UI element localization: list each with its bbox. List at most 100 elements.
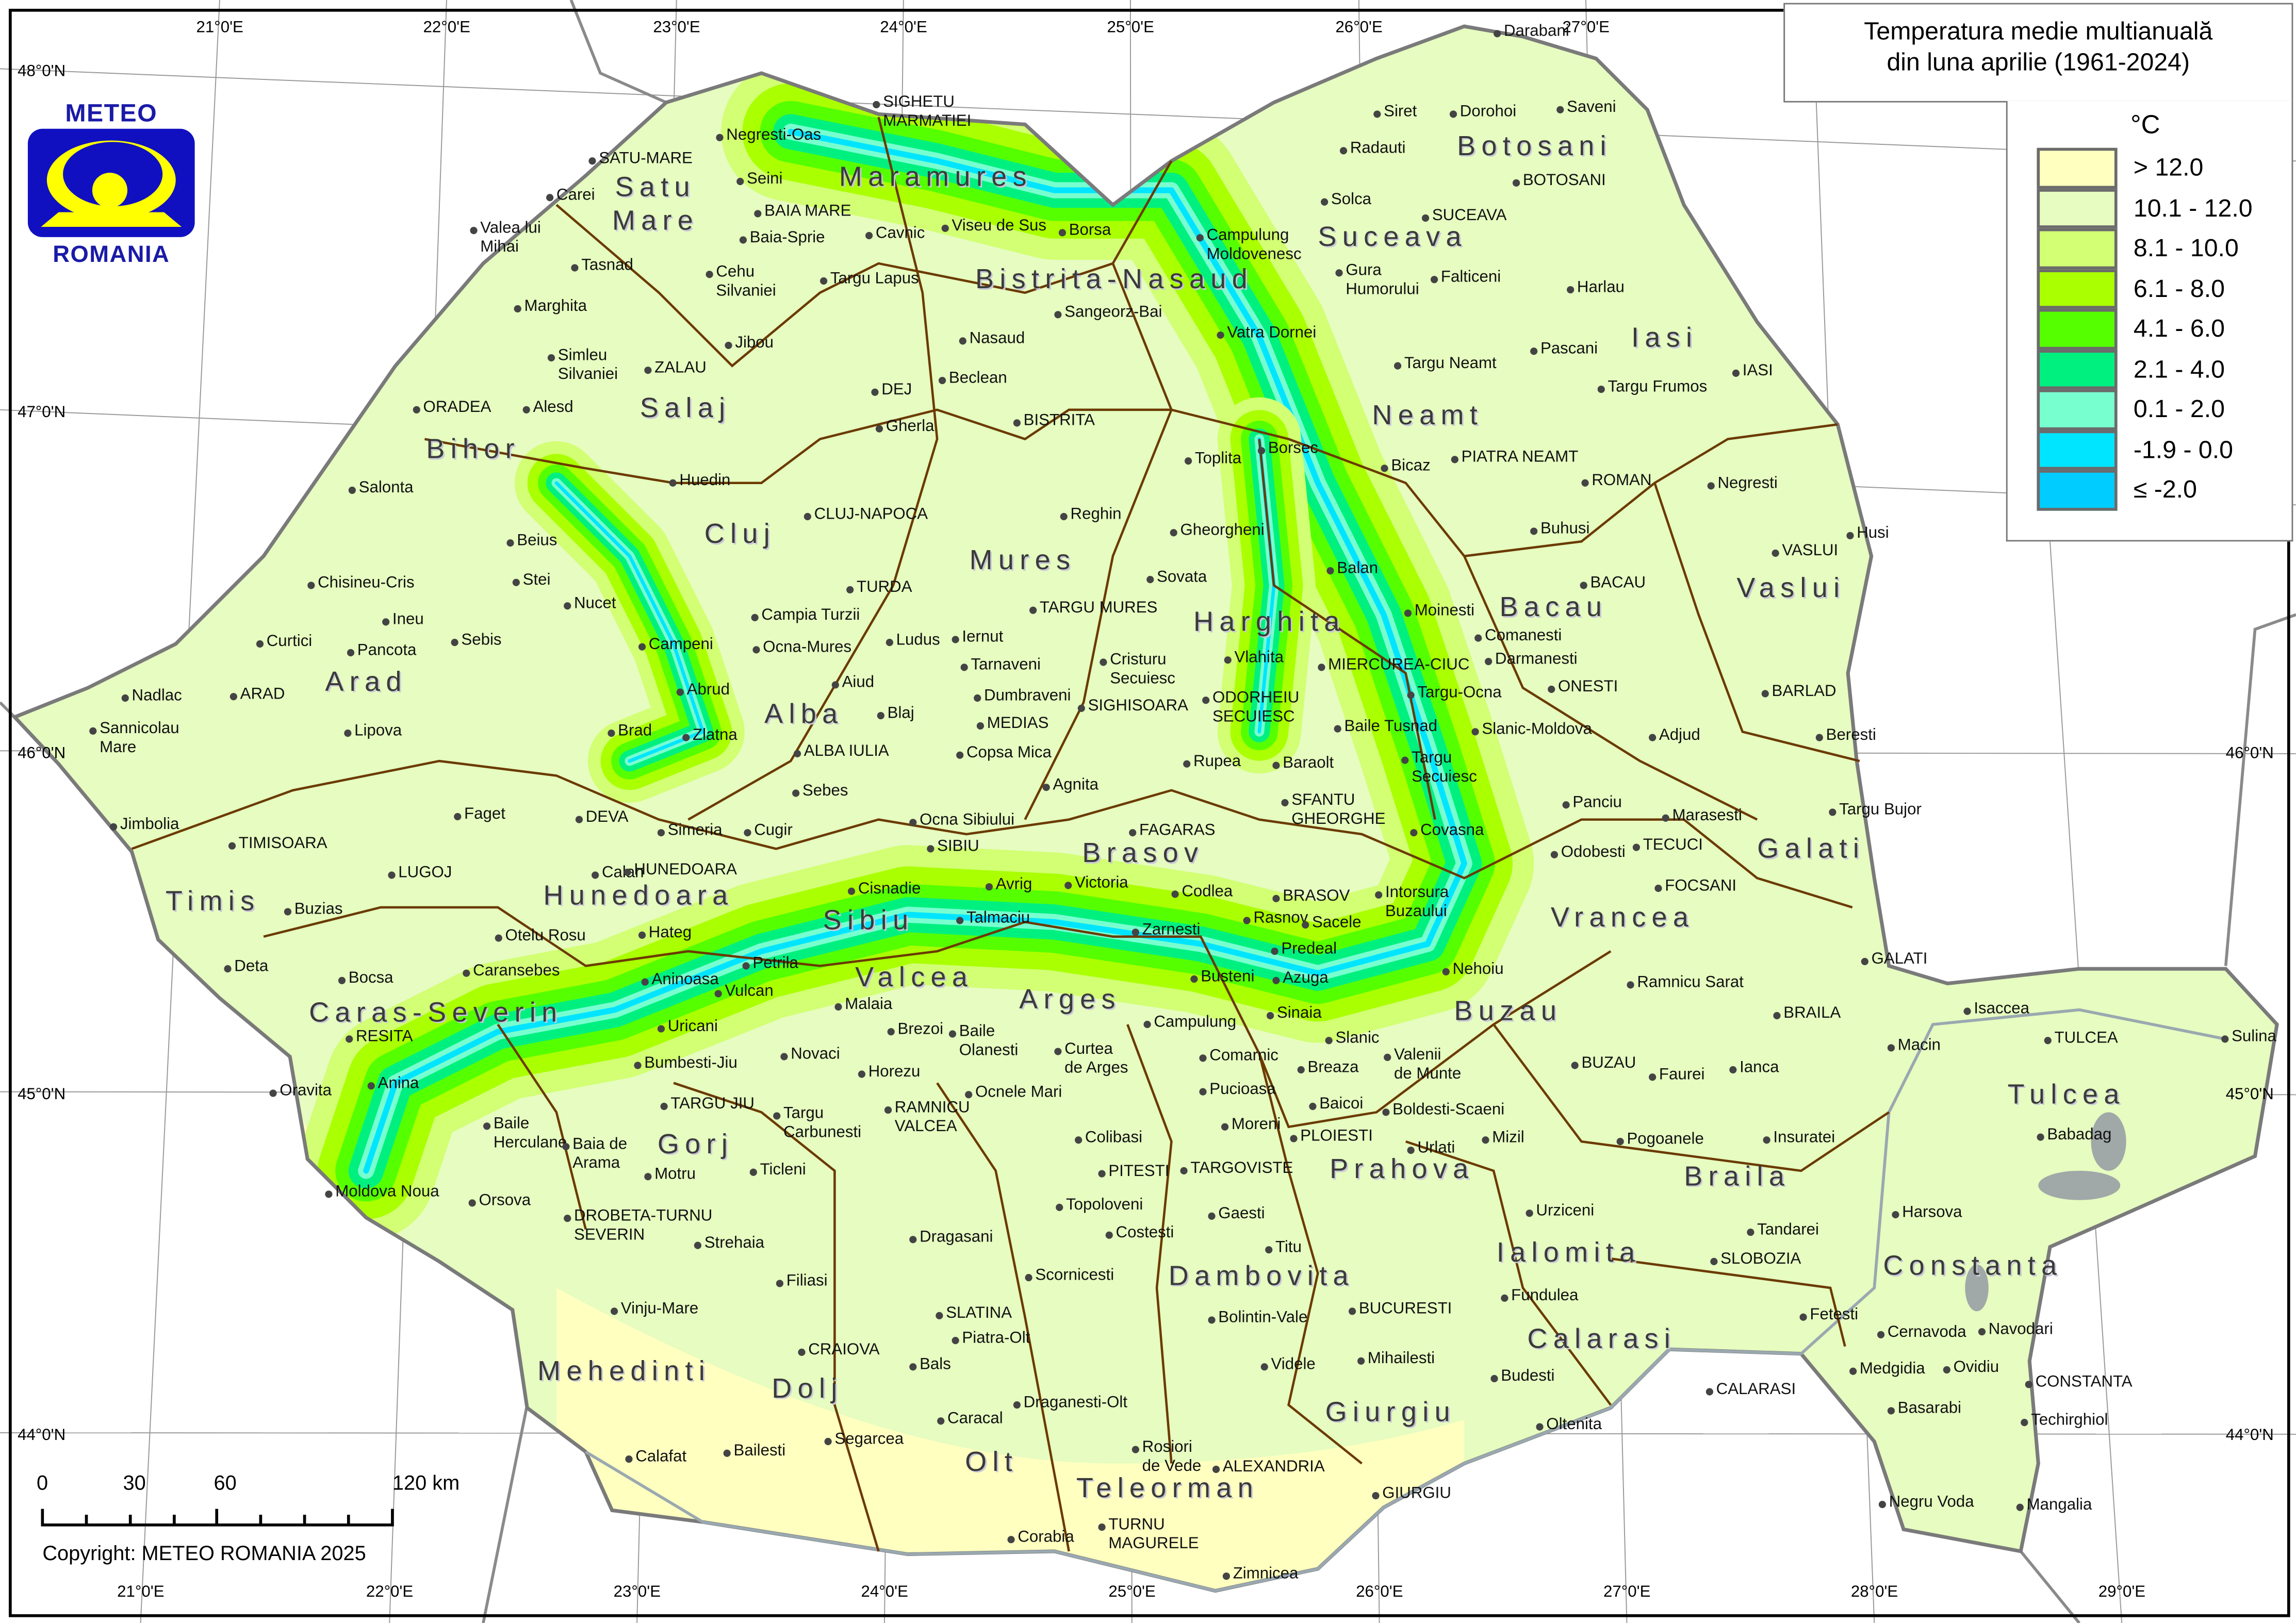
city-label: Rupea <box>1183 753 1241 772</box>
city-label: Comanesti <box>1474 627 1562 646</box>
city-label: TARGU JIU <box>660 1096 755 1115</box>
city-label: Reghin <box>1060 506 1122 525</box>
city-label: Macin <box>1887 1037 1941 1056</box>
longitude-label: 24°0'E <box>861 1583 908 1601</box>
county-label: Ialomita <box>1496 1238 1641 1269</box>
city-label: Targu Secuiesc <box>1401 749 1477 787</box>
city-label: SLOBOZIA <box>1710 1251 1801 1270</box>
city-label: Titu <box>1265 1239 1302 1258</box>
city-label: Calan <box>592 864 644 883</box>
city-label: Nucet <box>564 595 616 614</box>
city-label: Calafat <box>625 1448 686 1467</box>
legend-unit: °C <box>2130 109 2160 139</box>
county-label: Neamt <box>1372 401 1484 432</box>
city-label: Baicoi <box>1309 1096 1363 1115</box>
county-label: Mare <box>612 206 699 237</box>
city-label: Zimnicea <box>1222 1565 1298 1584</box>
county-label: Maramures <box>839 162 1032 193</box>
city-label: Codlea <box>1171 883 1233 902</box>
city-label: BUCURESTI <box>1349 1300 1452 1319</box>
city-label: Talmaciu <box>956 909 1030 929</box>
city-label: Negru Voda <box>1878 1494 1974 1513</box>
city-label: Nadlac <box>121 687 182 706</box>
city-label: Borsa <box>1058 222 1111 241</box>
city-label: Pancota <box>347 642 416 661</box>
city-label: TULCEA <box>2044 1030 2118 1049</box>
city-label: Insuratei <box>1763 1129 1835 1148</box>
city-label: TARGOVISTE <box>1180 1160 1293 1179</box>
city-label: MEDIAS <box>976 715 1048 734</box>
city-label: Balan <box>1326 560 1378 579</box>
legend-item: 0.1 - 2.0 <box>2037 389 2286 430</box>
city-label: Iernut <box>952 628 1003 648</box>
scale-label-30: 30 <box>123 1470 146 1495</box>
city-label: Seini <box>736 171 783 190</box>
city-label: ALEXANDRIA <box>1212 1459 1325 1478</box>
county-label: Bihor <box>426 435 520 466</box>
city-label: Targu-Ocna <box>1407 684 1502 703</box>
city-label: Sinaia <box>1267 1005 1322 1024</box>
city-label: IASI <box>1732 362 1773 382</box>
city-label: Baile Olanesti <box>948 1023 1018 1061</box>
scale-label-60: 60 <box>214 1470 237 1495</box>
city-label: Curtea de Arges <box>1054 1040 1128 1079</box>
city-label: Basarabi <box>1887 1400 1961 1419</box>
legend-item: > 12.0 <box>2037 147 2286 188</box>
legend-label: 2.1 - 4.0 <box>2133 355 2225 383</box>
city-label: Huedin <box>669 472 730 491</box>
city-label: Bals <box>909 1356 951 1375</box>
county-label: Mures <box>969 545 1076 577</box>
logo-emblem-icon <box>27 128 195 237</box>
city-label: DEJ <box>871 381 912 400</box>
city-label: CRAIOVA <box>798 1342 880 1361</box>
county-label: Iasi <box>1631 323 1698 354</box>
legend-swatch <box>2037 188 2118 228</box>
city-label: Stei <box>512 571 550 590</box>
city-label: Agnita <box>1042 776 1098 796</box>
city-label: Covasna <box>1410 822 1484 841</box>
county-label: Olt <box>965 1447 1019 1478</box>
longitude-label: 21°0'E <box>196 19 243 37</box>
longitude-label: 22°0'E <box>366 1583 414 1601</box>
city-label: TARGU MURES <box>1029 599 1157 618</box>
county-label: Giurgiu <box>1325 1397 1456 1429</box>
city-label: Strehaia <box>694 1234 764 1253</box>
city-label: Baia-Sprie <box>739 229 825 248</box>
city-label: ZALAU <box>644 359 707 378</box>
city-label: Ovidiu <box>1943 1359 1999 1378</box>
longitude-label: 21°0'E <box>117 1583 165 1601</box>
city-label: Brad <box>608 722 652 741</box>
city-label: Moinesti <box>1404 602 1474 621</box>
city-label: Ludus <box>885 632 940 651</box>
city-label: Medgidia <box>1849 1360 1925 1379</box>
longitude-label: 26°0'E <box>1356 1583 1403 1601</box>
latitude-label: 44°0'N <box>18 1427 66 1445</box>
meteo-romania-logo: METEO ROMANIA <box>23 100 199 269</box>
city-label: Breaza <box>1297 1059 1358 1078</box>
county-label: Bistrita-Nasaud <box>975 264 1254 296</box>
city-label: Aninoasa <box>641 971 719 990</box>
city-label: Simeria <box>657 822 723 841</box>
city-label: Vatra Dornei <box>1217 324 1316 343</box>
city-label: RESITA <box>346 1028 413 1047</box>
city-label: Slanic-Moldova <box>1471 721 1592 740</box>
city-label: Marasesti <box>1662 807 1742 826</box>
temperature-band-5 <box>363 128 1467 1174</box>
city-label: Fundulea <box>1501 1287 1578 1306</box>
legend-label: 8.1 - 10.0 <box>2133 234 2239 262</box>
legend-label: 6.1 - 8.0 <box>2133 274 2225 303</box>
city-label: Hateg <box>638 924 692 943</box>
latitude-label: 47°0'N <box>18 404 66 422</box>
city-label: Pascani <box>1530 340 1598 359</box>
county-label: Arges <box>1019 985 1121 1016</box>
city-label: Busteni <box>1190 968 1254 987</box>
city-label: TURDA <box>846 579 912 598</box>
city-label: Sannicolau Mare <box>89 720 179 758</box>
city-label: MIERCUREA-CIUC <box>1318 656 1469 675</box>
map-title-line-2: din luna aprilie (1961-2024) <box>1887 48 2190 76</box>
legend-swatch <box>2037 308 2118 350</box>
city-label: Tandarei <box>1747 1221 1819 1240</box>
city-label: Sovata <box>1146 569 1207 588</box>
legend-label: 4.1 - 6.0 <box>2133 314 2225 343</box>
city-label: CONSTANTA <box>2025 1373 2133 1393</box>
